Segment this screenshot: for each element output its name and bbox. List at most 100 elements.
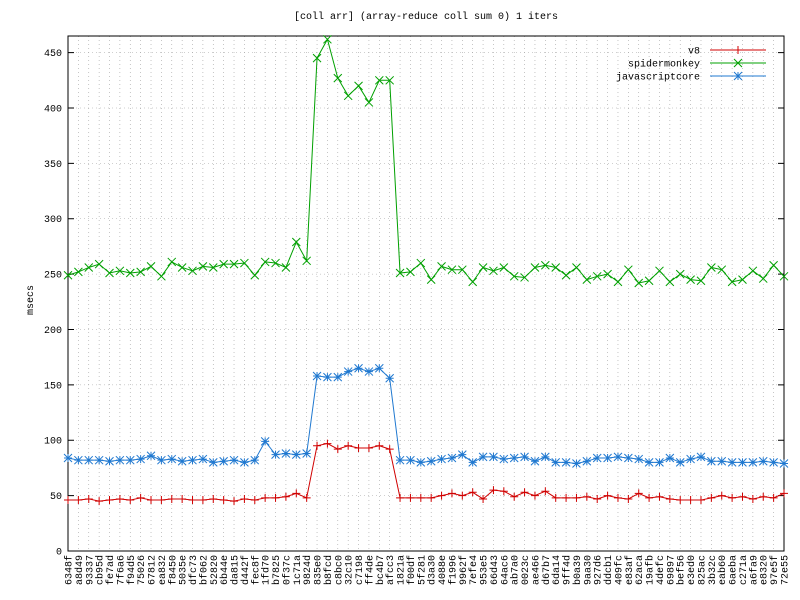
marker <box>696 452 706 462</box>
marker <box>344 441 353 450</box>
x-tick-label: cb95d <box>95 555 107 585</box>
x-tick-label: a6fa9 <box>748 555 760 585</box>
y-tick-label: 0 <box>56 548 62 559</box>
x-tick-label: ae466 <box>531 555 542 585</box>
y-tick-label: 150 <box>44 381 62 392</box>
marker <box>561 270 571 280</box>
marker <box>634 278 644 288</box>
marker <box>406 493 415 502</box>
marker <box>364 367 374 376</box>
marker <box>686 454 695 464</box>
x-tick-label: f94d5 <box>126 555 138 585</box>
marker <box>759 492 768 501</box>
marker <box>302 449 312 458</box>
x-tick-label: 9aa30 <box>583 555 594 585</box>
marker <box>707 263 716 272</box>
marker <box>271 493 280 502</box>
x-tick-label: 1821a <box>397 555 408 585</box>
marker <box>136 493 145 502</box>
marker <box>499 487 508 496</box>
marker <box>230 497 239 506</box>
marker <box>406 267 415 277</box>
marker <box>675 458 685 467</box>
marker <box>769 260 778 270</box>
marker <box>406 455 415 465</box>
marker <box>520 452 529 462</box>
marker <box>240 494 249 503</box>
marker <box>530 456 540 466</box>
marker <box>250 455 260 465</box>
marker <box>447 265 457 275</box>
marker <box>125 455 135 465</box>
x-tick-label: 0023c <box>521 555 532 585</box>
marker <box>769 493 778 502</box>
x-tick-label: 64ac6 <box>500 555 511 585</box>
marker <box>240 458 249 467</box>
marker <box>125 268 135 278</box>
marker <box>457 450 467 459</box>
y-tick-label: 50 <box>50 492 62 503</box>
marker <box>758 456 768 466</box>
x-tick-label: 67812 <box>148 555 159 585</box>
marker <box>541 487 550 496</box>
marker <box>177 456 187 466</box>
legend-label: javascriptcore <box>616 72 700 84</box>
marker <box>115 266 125 276</box>
x-tick-label: f00df <box>406 555 418 585</box>
marker <box>63 270 73 280</box>
marker <box>94 455 104 465</box>
marker <box>613 452 623 462</box>
marker <box>769 458 778 467</box>
marker <box>385 373 395 383</box>
marker <box>281 263 291 272</box>
marker <box>374 363 384 373</box>
marker <box>323 372 332 382</box>
marker <box>208 263 218 272</box>
marker <box>157 455 166 465</box>
series-line <box>68 443 785 502</box>
marker <box>95 497 104 506</box>
marker <box>313 441 322 450</box>
marker <box>623 453 633 463</box>
x-tick-label: 6b44e <box>219 555 231 585</box>
x-tick-label: 5035e <box>179 555 190 585</box>
x-tick-label: 62aca <box>635 555 646 585</box>
marker <box>458 491 467 500</box>
marker <box>780 489 788 498</box>
marker <box>375 441 384 450</box>
marker <box>707 493 716 502</box>
x-tick-label: fe7ad <box>105 555 117 585</box>
marker <box>292 489 301 498</box>
marker <box>676 496 685 505</box>
y-tick-label: 450 <box>44 49 62 60</box>
x-tick-label: 835e0 <box>314 555 325 585</box>
x-tick-label: 1c71a <box>293 555 304 585</box>
marker <box>499 454 509 464</box>
marker <box>188 455 197 465</box>
marker <box>686 496 695 505</box>
marker <box>198 262 208 271</box>
marker <box>728 493 737 502</box>
marker <box>167 494 176 503</box>
marker <box>551 458 561 467</box>
x-tick-label: afcc3 <box>385 555 397 585</box>
x-tick-label: 409fc <box>613 555 625 585</box>
marker <box>250 270 260 280</box>
marker <box>717 265 727 275</box>
x-tick-label: ff4de <box>364 555 376 585</box>
y-tick-label: 100 <box>44 437 62 448</box>
marker <box>634 489 643 498</box>
marker <box>592 271 602 281</box>
x-tick-label: 6348f <box>64 555 76 585</box>
marker <box>354 363 363 373</box>
marker <box>489 266 498 276</box>
marker <box>219 259 229 269</box>
marker <box>696 276 706 286</box>
marker <box>447 453 457 463</box>
marker <box>733 71 743 81</box>
marker <box>94 259 104 269</box>
marker <box>167 257 177 267</box>
marker <box>157 271 166 281</box>
x-tick-label: ab7a0 <box>510 555 522 585</box>
marker <box>74 267 83 277</box>
